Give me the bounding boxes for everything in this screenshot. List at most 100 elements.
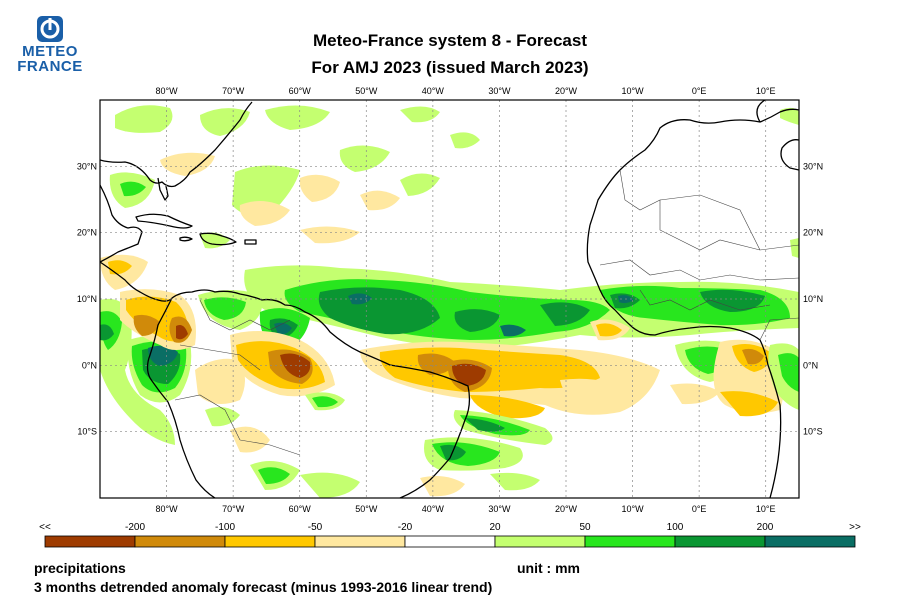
lon-tick-label: 40°W: [422, 504, 445, 514]
lon-tick-label: 70°W: [222, 86, 245, 96]
chart-subtitle: For AMJ 2023 (issued March 2023): [311, 58, 589, 77]
anomaly-positive-region: [205, 406, 240, 427]
anomaly-field: [100, 100, 799, 498]
anomaly-positive-region: [454, 309, 500, 332]
legend-swatch: [584, 535, 676, 548]
anomaly-positive-region: [265, 105, 330, 130]
anomaly-negative-region: [596, 323, 622, 337]
legend-swatch: [44, 535, 136, 548]
legend-tick-label: >>: [849, 522, 861, 533]
legend-tick-label: -50: [308, 522, 323, 533]
anomaly-positive-region: [778, 353, 799, 392]
legend-tick-label: 50: [579, 522, 591, 533]
anomaly-negative-region: [100, 254, 148, 290]
coastline-south-america-west: [146, 297, 216, 498]
anomaly-positive-region: [258, 467, 290, 484]
lon-tick-label: 60°W: [289, 86, 312, 96]
meteo-france-logo-icon: [37, 16, 63, 42]
anomaly-positive-region: [312, 396, 338, 408]
coastline-cuba: [135, 213, 193, 229]
anomaly-negative-region: [720, 391, 778, 417]
description-label: 3 months detrended anomaly forecast (min…: [34, 579, 493, 595]
legend-tick-label: -200: [125, 522, 145, 533]
coastline-hispaniola: [199, 232, 237, 246]
coastlines: [100, 100, 799, 498]
country-border: [759, 317, 799, 341]
lon-tick-label: 50°W: [355, 86, 378, 96]
anomaly-negative-region: [299, 174, 340, 202]
country-border: [659, 194, 761, 251]
lat-labels-left: 30°N 20°N 10°N 0°N 10°S: [77, 161, 97, 436]
country-border: [179, 344, 261, 371]
legend-swatch: [404, 535, 496, 548]
legend-swatch: [494, 535, 586, 548]
legend-swatch: [764, 535, 856, 548]
lon-tick-label: 70°W: [222, 504, 245, 514]
lat-tick-label: 0°N: [82, 360, 97, 370]
legend-swatch: [314, 535, 406, 548]
legend-tick-label: 200: [757, 522, 774, 533]
country-border: [619, 169, 799, 251]
legend-tick-label: -100: [215, 522, 235, 533]
anomaly-negative-region: [742, 348, 764, 365]
variable-label: precipitations: [34, 560, 126, 576]
lon-tick-label: 40°W: [422, 86, 445, 96]
country-border: [639, 289, 771, 311]
anomaly-positive-region: [204, 297, 246, 320]
unit-label: unit : mm: [517, 560, 580, 576]
coastline-africa-west: [586, 224, 782, 498]
lon-tick-label: 10°W: [622, 86, 645, 96]
lon-tick-label: 0°E: [692, 504, 707, 514]
lon-tick-label: 20°W: [555, 504, 578, 514]
anomaly-positive-region: [200, 108, 250, 136]
anomaly-negative-region: [452, 363, 486, 386]
graticule: [100, 100, 799, 498]
logo-text-meteo: METEO: [22, 43, 78, 60]
coastline-florida: [157, 177, 169, 201]
lat-tick-label: 30°N: [77, 161, 97, 171]
country-border: [199, 299, 291, 331]
country-border: [599, 259, 799, 281]
coastline-north-america: [100, 101, 253, 188]
anomaly-positive-region: [115, 105, 173, 133]
anomaly-negative-region: [360, 190, 400, 211]
coastline-central-america: [100, 261, 173, 302]
anomaly-negative-region: [176, 325, 188, 340]
lat-labels-right: 30°N 20°N 10°N 0°N 10°S: [803, 161, 823, 436]
anomaly-positive-region: [400, 173, 440, 196]
anomaly-positive-region: [450, 132, 480, 149]
lat-tick-label: 20°N: [77, 228, 97, 238]
coastline-jamaica: [179, 236, 193, 242]
lat-tick-label: 30°N: [803, 161, 823, 171]
anomaly-negative-region: [417, 353, 455, 375]
anomaly-negative-region: [300, 226, 360, 244]
coastline-south-america: [171, 289, 471, 498]
anomaly-negative-region: [133, 314, 160, 336]
anomaly-positive-region: [465, 418, 505, 432]
anomaly-negative-region: [160, 152, 215, 176]
country-border: [174, 394, 241, 441]
anomaly-positive-region: [318, 287, 440, 335]
lon-tick-label: 10°E: [756, 86, 776, 96]
lat-tick-label: 10°N: [77, 294, 97, 304]
anomaly-negative-region: [108, 260, 132, 275]
lon-tick-label: 80°W: [156, 86, 179, 96]
legend-swatch: [134, 535, 226, 548]
anomaly-positive-region: [120, 181, 146, 197]
lon-tick-label: 30°W: [488, 86, 511, 96]
anomaly-negative-region: [230, 426, 270, 453]
anomaly-positive-region: [780, 107, 799, 125]
coastline-puerto-rico: [244, 239, 257, 245]
anomaly-positive-region: [500, 324, 526, 337]
map-frame: [99, 99, 800, 499]
anomaly-negative-region: [420, 476, 465, 497]
meteo-france-logo: METEO FRANCE: [14, 14, 86, 86]
lon-tick-label: 30°W: [488, 504, 511, 514]
legend-swatch: [224, 535, 316, 548]
lon-tick-label: 50°W: [355, 504, 378, 514]
lat-tick-label: 10°N: [803, 294, 823, 304]
country-border: [239, 439, 301, 456]
anomaly-positive-region: [148, 345, 178, 366]
lon-tick-label: 0°E: [692, 86, 707, 96]
